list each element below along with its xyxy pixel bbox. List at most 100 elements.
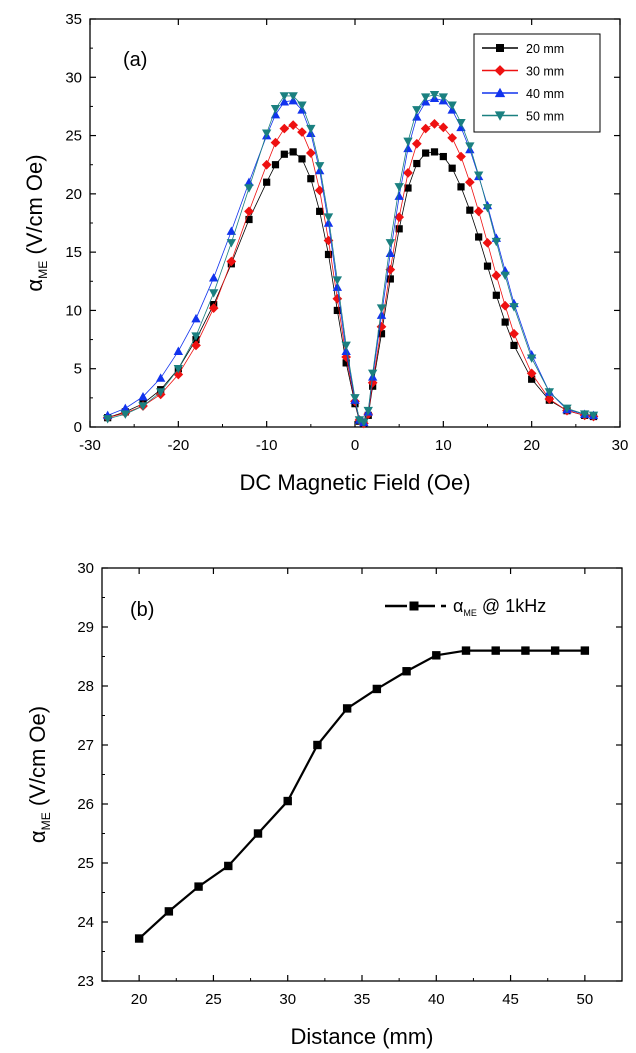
data-point — [447, 133, 458, 143]
data-point — [332, 276, 343, 285]
data-point — [448, 164, 456, 172]
data-point — [501, 318, 509, 326]
data-point — [491, 646, 500, 655]
series-line — [107, 151, 594, 425]
data-point — [403, 137, 413, 147]
y-tick-label: 27 — [77, 737, 94, 754]
data-point — [422, 149, 430, 157]
x-tick-label: 30 — [612, 437, 629, 454]
data-point — [403, 168, 413, 178]
x-tick-label: 50 — [577, 991, 594, 1008]
data-point — [305, 148, 316, 158]
legend-entry: 20 mm — [482, 42, 564, 56]
y-tick-label: 30 — [65, 69, 82, 86]
y-tick-label: 23 — [77, 973, 94, 990]
data-point — [314, 162, 325, 171]
data-point — [491, 237, 502, 247]
data-point — [245, 215, 253, 224]
y-tick-label: 10 — [65, 302, 82, 319]
data-point — [376, 310, 387, 319]
data-point — [226, 226, 237, 235]
data-point — [323, 213, 334, 222]
data-point — [194, 882, 203, 891]
data-point — [562, 404, 572, 414]
data-point — [208, 303, 219, 313]
x-tick-label: -30 — [79, 437, 101, 454]
data-point — [279, 97, 290, 106]
y-tick-label: 30 — [77, 560, 94, 577]
data-point — [588, 411, 599, 421]
data-point — [324, 250, 333, 259]
data-point — [403, 143, 413, 153]
data-point — [306, 124, 316, 134]
data-point — [510, 341, 518, 349]
data-point — [385, 239, 396, 248]
data-point — [298, 155, 306, 163]
data-point — [323, 218, 334, 227]
legend-label: 50 mm — [526, 110, 564, 124]
data-point — [350, 394, 360, 403]
data-point — [456, 119, 466, 128]
data-point — [372, 684, 382, 694]
data-point — [261, 129, 272, 138]
data-point — [341, 341, 351, 351]
data-point — [395, 225, 403, 233]
panel-a-chart: -30 -20 -10 0 10 20 30 0 5 10 15 20 25 30 35 DC Magneti… — [22, 11, 628, 495]
data-point — [483, 262, 492, 270]
data-point — [363, 406, 373, 416]
data-point — [438, 122, 449, 133]
series-line — [138, 649, 585, 940]
data-point — [457, 183, 465, 191]
x-tick-label: -20 — [167, 437, 189, 454]
data-point — [544, 394, 555, 404]
data-point — [439, 152, 447, 161]
y-tick-label: 0 — [74, 419, 82, 436]
data-point — [432, 651, 441, 660]
data-point — [270, 105, 281, 114]
data-point — [134, 934, 144, 943]
data-point — [456, 151, 466, 162]
data-point — [244, 206, 254, 217]
data-point — [521, 646, 530, 655]
data-point — [528, 375, 536, 383]
panel-label: (b) — [130, 599, 154, 621]
legend-entry: 40 mm — [482, 87, 564, 101]
data-point — [411, 138, 422, 149]
data-point — [386, 275, 394, 283]
data-point — [191, 340, 201, 351]
x-tick-label: 10 — [435, 437, 452, 454]
data-point — [413, 159, 421, 168]
data-point — [244, 184, 254, 193]
data-point — [164, 907, 174, 916]
data-point — [475, 233, 483, 241]
legend-label: 30 mm — [526, 65, 564, 79]
data-point — [288, 120, 299, 130]
y-axis-label: αME (V/cm Oe) — [25, 706, 53, 843]
x-tick-label: 35 — [354, 991, 371, 1008]
y-tick-label: 15 — [65, 244, 82, 261]
data-point — [394, 212, 405, 223]
data-point — [173, 346, 184, 355]
data-point — [580, 646, 590, 655]
y-tick-label: 35 — [65, 11, 82, 28]
data-point — [420, 123, 431, 134]
data-point — [270, 137, 281, 148]
data-point — [253, 829, 263, 838]
data-point — [244, 177, 254, 186]
data-point — [500, 271, 510, 281]
data-point — [297, 127, 307, 137]
data-point — [191, 313, 201, 323]
legend-entry: 30 mm — [482, 65, 564, 79]
legend-label: αME @ 1kHz — [453, 596, 546, 618]
y-tick-label: 20 — [65, 186, 82, 203]
series-line — [107, 123, 594, 425]
x-tick-label: 20 — [131, 991, 148, 1008]
data-point — [404, 184, 412, 192]
y-axis-label: αME (V/cm Oe) — [22, 154, 50, 291]
data-point — [438, 93, 449, 102]
data-point — [526, 368, 537, 379]
x-tick-label: 0 — [351, 437, 359, 454]
data-point — [466, 206, 474, 214]
data-point — [430, 148, 439, 156]
